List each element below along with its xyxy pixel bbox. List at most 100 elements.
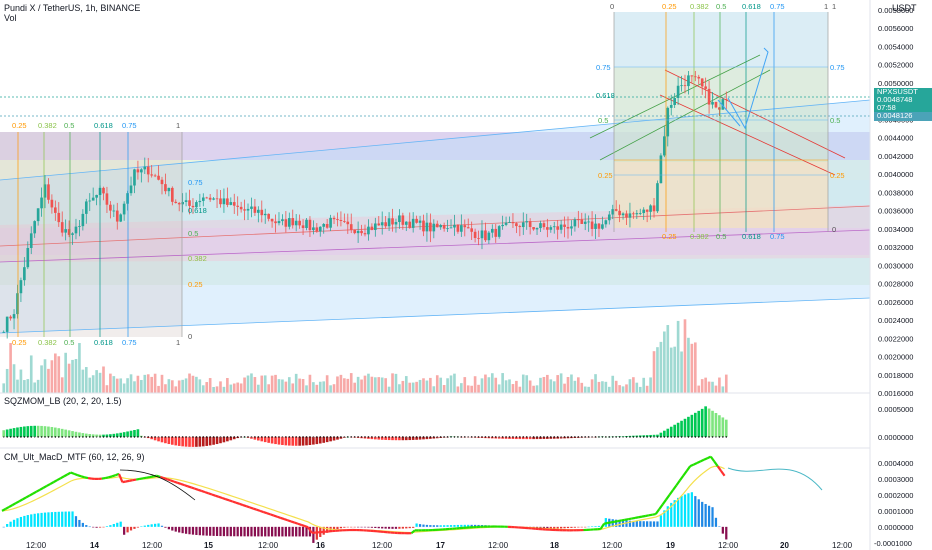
- candle-body: [332, 217, 336, 220]
- candle-body: [219, 198, 222, 205]
- candle-body: [669, 104, 673, 108]
- macd-histogram-bar: [676, 497, 680, 527]
- sqzmom-bar: [191, 436, 195, 447]
- macd-histogram-bar: [412, 526, 415, 528]
- macd-line-segment: [297, 522, 302, 526]
- volume-bar: [446, 378, 449, 393]
- candle-body: [78, 226, 81, 227]
- candle-body: [81, 213, 85, 227]
- volume-bar: [239, 383, 243, 393]
- sqzmom-dot: [291, 436, 294, 438]
- sqzmom-dot: [457, 436, 459, 438]
- macd-line-segment: [225, 498, 230, 502]
- candle-body: [143, 166, 147, 170]
- candle-body: [532, 227, 535, 230]
- sqzmom-dot: [346, 436, 349, 438]
- sqzmom-bar: [157, 436, 160, 442]
- macd-line-segment: [11, 502, 17, 507]
- macd-histogram-bar: [191, 526, 195, 535]
- sqzmom-bar: [74, 431, 78, 437]
- candle-body: [170, 187, 174, 202]
- macd-histogram-bar: [267, 526, 270, 537]
- macd-line-segment: [135, 477, 140, 481]
- macd-line-segment: [208, 492, 213, 496]
- sqzmom-dot: [281, 436, 284, 438]
- sqzmom-bar: [153, 436, 157, 441]
- fib-label: 0.75: [770, 2, 785, 11]
- sqzmom-dot: [443, 436, 445, 438]
- volume-bar: [119, 378, 123, 393]
- macd-histogram-bar: [398, 526, 401, 529]
- macd-histogram-bar: [673, 500, 676, 527]
- volume-bar: [659, 341, 663, 393]
- fib-label: 0.5: [64, 121, 74, 130]
- volume-bar: [652, 351, 656, 393]
- candle-body: [470, 228, 473, 232]
- candle-body: [67, 229, 71, 235]
- sqzmom-dot: [164, 436, 167, 438]
- sqzmom-bar: [721, 417, 725, 437]
- sqzmom-dot: [82, 436, 84, 438]
- candle-body: [539, 223, 542, 229]
- macd-tick-label: 0.0000000: [878, 523, 913, 532]
- macd-histogram-bar: [277, 526, 281, 537]
- volume-bar: [74, 358, 78, 393]
- macd-histogram-bar: [288, 526, 291, 537]
- sqzmom-dot: [598, 436, 600, 438]
- volume-bar: [718, 377, 721, 393]
- sqzmom-bar: [398, 436, 401, 441]
- macd-histogram-bar: [81, 522, 84, 527]
- sqzmom-dot: [405, 436, 408, 438]
- macd-histogram-bar: [305, 526, 308, 537]
- sqzmom-dot: [20, 436, 22, 438]
- fib-label: 0: [832, 225, 836, 234]
- macd-line-segment: [624, 518, 629, 521]
- candle-body: [212, 198, 215, 200]
- fib-zone: [0, 132, 870, 160]
- candle-body: [484, 230, 487, 241]
- time-tick-label: 12:00: [718, 541, 739, 550]
- sqzmom-bar: [201, 436, 205, 447]
- fib-label: 0.25: [188, 280, 203, 289]
- macd-histogram-bar: [384, 526, 387, 529]
- sqzmom-bar: [109, 434, 112, 437]
- candle-body: [439, 225, 443, 228]
- sqzmom-dot: [546, 436, 549, 438]
- candle-body: [380, 222, 384, 226]
- macd-histogram-bar: [666, 506, 669, 527]
- macd-histogram-bar: [160, 525, 164, 527]
- sqzmom-dot: [147, 436, 150, 438]
- macd-line-segment: [672, 484, 678, 491]
- volume-bar: [284, 381, 288, 393]
- candle-body: [29, 233, 33, 248]
- sqzmom-bar: [501, 436, 504, 439]
- macd-line-segment: [263, 511, 268, 515]
- sqzmom-bar: [497, 436, 501, 439]
- volume-bar: [170, 380, 174, 393]
- fib-label: 0.382: [38, 338, 57, 347]
- macd-line-segment: [304, 525, 309, 529]
- sqzmom-dot: [660, 436, 662, 438]
- macd-histogram-bar: [133, 526, 136, 529]
- volume-bar: [201, 385, 205, 393]
- volume-bar: [666, 325, 670, 393]
- sqzmom-bar: [663, 430, 666, 437]
- time-tick-label: 19: [666, 541, 675, 550]
- candle-body: [384, 222, 387, 227]
- sqzmom-dot: [388, 436, 390, 438]
- volume-bar: [601, 381, 604, 393]
- sqzmom-dot: [477, 436, 480, 438]
- macd-line-segment: [80, 475, 85, 479]
- volume-bar: [432, 386, 436, 393]
- candle-body: [577, 219, 580, 221]
- sqzmom-dot: [64, 436, 67, 438]
- volume-bar: [260, 375, 264, 393]
- sqzmom-bar: [212, 436, 215, 445]
- macd-histogram-bar: [470, 524, 473, 527]
- candle-body: [43, 184, 47, 198]
- volume-bar: [408, 382, 412, 393]
- sqzmom-dot: [202, 436, 205, 438]
- sqzmom-dot: [102, 436, 105, 438]
- sqzmom-bar: [102, 434, 105, 437]
